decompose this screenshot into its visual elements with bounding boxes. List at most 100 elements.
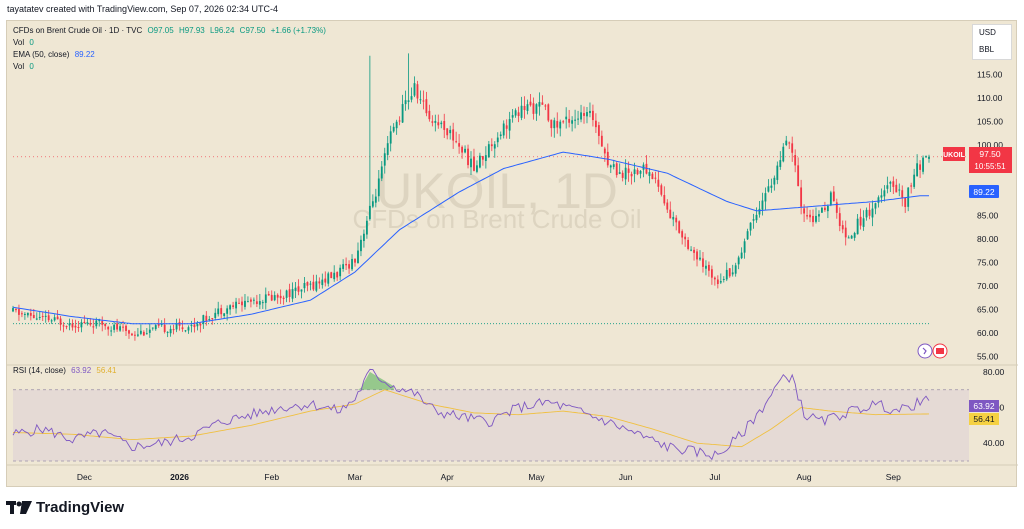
candle-body <box>880 195 883 198</box>
candle-body <box>26 312 29 316</box>
volume-legend-2[interactable]: Vol 0 <box>13 62 34 71</box>
candle-body <box>50 320 53 322</box>
candle-body <box>826 205 829 212</box>
candle-body <box>395 121 398 129</box>
candle-body <box>681 231 684 238</box>
candle-body <box>190 325 193 327</box>
candle-body <box>258 301 261 305</box>
main-legend[interactable]: CFDs on Brent Crude Oil · 1D · TVC O97.0… <box>13 26 326 35</box>
tradingview-logo-icon <box>6 500 32 514</box>
candle-body <box>425 99 428 114</box>
ema-legend[interactable]: EMA (50, close) 89.22 <box>13 50 95 59</box>
candle-body <box>556 121 559 128</box>
candle-body <box>752 219 755 221</box>
candle-body <box>169 328 172 334</box>
candle-body <box>181 327 184 330</box>
candle-body <box>809 214 811 218</box>
time-tick-label: Jul <box>709 472 720 482</box>
candle-body <box>850 235 853 239</box>
candle-body <box>122 326 124 328</box>
candle-body <box>910 185 913 187</box>
candle-body <box>600 135 603 147</box>
candle-body <box>761 200 764 210</box>
candle-body <box>728 268 731 277</box>
candle-body <box>749 222 752 231</box>
candle-body <box>437 122 440 126</box>
candle-body <box>580 112 582 120</box>
candle-body <box>18 309 20 315</box>
candle-body <box>847 237 850 239</box>
candle-body <box>791 143 794 153</box>
candle-body <box>865 209 868 218</box>
volume-legend-1[interactable]: Vol 0 <box>13 38 34 47</box>
candle-body <box>416 84 419 99</box>
price-tick-label: 55.00 <box>977 352 999 362</box>
candle-body <box>925 156 927 158</box>
candle-body <box>609 165 612 168</box>
time-tick-label: Feb <box>264 472 279 482</box>
price-tick-label: 75.00 <box>977 258 999 268</box>
candle-body <box>904 197 907 207</box>
currency-unit-box[interactable]: USD BBL <box>972 24 1012 60</box>
candle-body <box>476 165 478 172</box>
candle-body <box>550 119 553 129</box>
candle-body <box>535 104 538 114</box>
candle-body <box>255 301 258 304</box>
candle-body <box>568 118 571 123</box>
high-value: H97.93 <box>178 26 205 35</box>
candle-body <box>113 324 116 330</box>
candle-body <box>300 289 303 292</box>
candle-body <box>83 321 86 324</box>
chart-canvas[interactable]: UKOIL, 1D CFDs on Brent Crude Oil 55.006… <box>7 21 1018 488</box>
candle-body <box>68 323 71 326</box>
tradingview-logo[interactable]: TradingView <box>6 499 124 516</box>
candle-body <box>297 286 300 292</box>
last-price-text: 97.50 <box>979 149 1001 159</box>
candle-body <box>615 163 618 176</box>
candle-body <box>574 119 577 121</box>
candle-body <box>12 308 14 312</box>
candle-body <box>693 249 695 253</box>
candle-body <box>44 315 47 317</box>
candle-body <box>705 265 707 269</box>
candle-body <box>229 305 232 310</box>
candle-body <box>142 331 145 336</box>
candle-body <box>357 250 359 264</box>
candle-body <box>235 301 237 309</box>
currency-label: USD <box>979 28 996 37</box>
price-tick-label: 105.00 <box>977 117 1003 127</box>
candle-body <box>874 203 877 209</box>
candle-body <box>889 181 892 184</box>
candle-body <box>922 157 924 172</box>
candle-body <box>913 174 916 187</box>
candle-body <box>80 322 83 328</box>
candle-body <box>892 181 895 187</box>
candle-body <box>639 170 642 174</box>
candle-body <box>134 334 136 336</box>
time-tick-label: Aug <box>797 472 812 482</box>
candle-body <box>508 119 511 131</box>
candle-body <box>713 277 716 280</box>
candle-body <box>473 156 475 171</box>
chart-frame[interactable]: UKOIL, 1D CFDs on Brent Crude Oil 55.00 6… <box>6 20 1018 488</box>
ema-badge <box>969 185 999 198</box>
event-flags-icon[interactable] <box>917 343 948 359</box>
candle-body <box>53 317 56 321</box>
candle-body <box>708 264 710 271</box>
candle-body <box>128 330 130 334</box>
candle-body <box>86 322 89 324</box>
attribution-text: tayatatev created with TradingView.com, … <box>7 4 278 14</box>
candle-body <box>621 172 624 178</box>
candle-body <box>853 232 856 238</box>
candle-body <box>815 215 817 222</box>
candle-body <box>571 120 574 124</box>
candle-body <box>731 272 734 275</box>
price-tick-label: 100.00 <box>977 140 1003 150</box>
candle-body <box>767 186 770 192</box>
candle-body <box>651 173 654 180</box>
candle-body <box>577 118 579 120</box>
rsi-legend[interactable]: RSI (14, close) 63.92 56.41 <box>13 366 116 375</box>
countdown-text: 10:55:51 <box>974 162 1006 171</box>
candle-body <box>184 330 187 332</box>
candle-body <box>449 129 452 134</box>
